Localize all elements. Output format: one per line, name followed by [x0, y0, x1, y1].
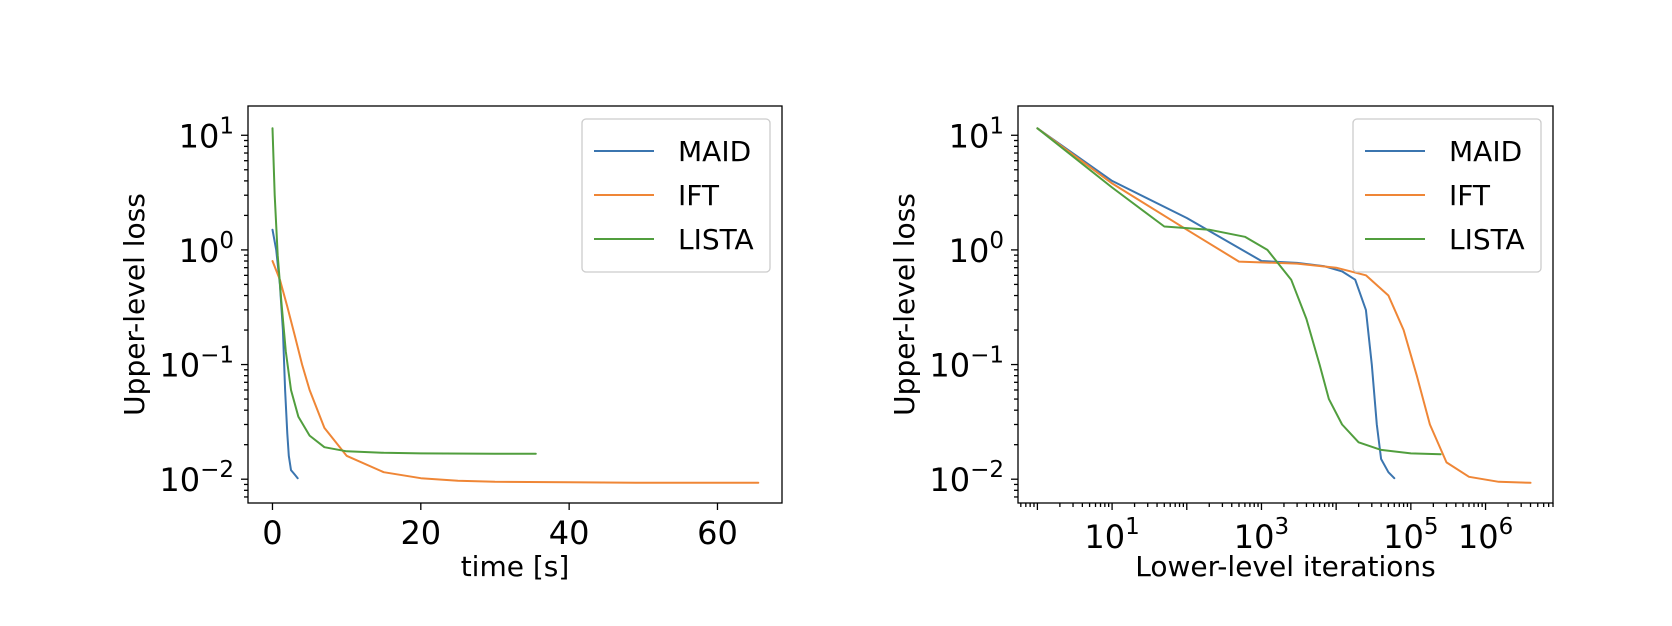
- x-tick-label: 103: [1234, 514, 1289, 556]
- legend-label: LISTA: [678, 223, 754, 256]
- x-tick-label: 0: [262, 514, 282, 552]
- x-axis-label: time [s]: [461, 550, 570, 583]
- legend-label: MAID: [1449, 135, 1522, 168]
- axes-frame: [1017, 105, 1554, 504]
- legend-item-maid: MAID: [594, 135, 751, 168]
- y-tick-label: 10−2: [159, 457, 234, 499]
- legend-label: IFT: [1449, 179, 1491, 212]
- y-axis-label: Upper-level loss: [888, 193, 921, 416]
- x-axis-label: Lower-level iterations: [1135, 550, 1436, 583]
- left-panel-time: 10−2 10−1 100 101 0 20 40 60 time [s] Upper-level…: [118, 105, 783, 583]
- y-tick-label: 101: [949, 113, 1004, 155]
- y-axis-label: Upper-level loss: [118, 193, 151, 416]
- legend-item-lista: LISTA: [594, 223, 754, 256]
- legend: MAID IFT LISTA: [581, 118, 771, 273]
- legend-item-lista: LISTA: [1365, 223, 1525, 256]
- series-lines: [271, 127, 760, 484]
- legend-box: [581, 118, 771, 273]
- y-tick-label: 10−1: [159, 343, 234, 385]
- axes-frame: [247, 105, 783, 504]
- legend-label: IFT: [678, 179, 720, 212]
- y-tick-label: 100: [179, 228, 234, 270]
- legend-label: LISTA: [1449, 223, 1525, 256]
- x-tick-label: 60: [697, 514, 738, 552]
- series-line-ift: [1036, 127, 1532, 484]
- x-tick-label: 105: [1383, 514, 1438, 556]
- legend-item-ift: IFT: [1365, 179, 1491, 212]
- x-tick-label: 20: [400, 514, 441, 552]
- series-line-ift: [271, 260, 760, 484]
- x-tick-label: 101: [1084, 514, 1139, 556]
- x-axis: 101 103 105 106: [1020, 503, 1554, 556]
- series-line-maid: [1036, 127, 1396, 480]
- y-tick-label: 10−2: [929, 457, 1004, 499]
- legend-box: [1352, 118, 1542, 273]
- y-tick-label: 101: [179, 113, 234, 155]
- series-line-maid: [271, 228, 299, 480]
- y-axis: 10−2 10−1 100 101: [159, 113, 248, 499]
- y-axis: 10−2 10−1 100 101: [929, 113, 1018, 499]
- series-line-lista: [271, 127, 537, 455]
- x-tick-label: 106: [1458, 514, 1513, 556]
- legend: MAID IFT LISTA: [1352, 118, 1542, 273]
- legend-item-ift: IFT: [594, 179, 720, 212]
- legend-item-maid: MAID: [1365, 135, 1522, 168]
- y-tick-label: 10−1: [929, 343, 1004, 385]
- right-panel-iterations: 10−2 10−1 100 101 101 103 105 106 Lower-level it…: [888, 105, 1554, 583]
- x-tick-label: 40: [549, 514, 590, 552]
- y-tick-label: 100: [949, 228, 1004, 270]
- series-lines: [1036, 127, 1532, 484]
- series-line-lista: [1036, 127, 1442, 456]
- legend-label: MAID: [678, 135, 751, 168]
- x-axis: 0 20 40 60: [262, 503, 738, 552]
